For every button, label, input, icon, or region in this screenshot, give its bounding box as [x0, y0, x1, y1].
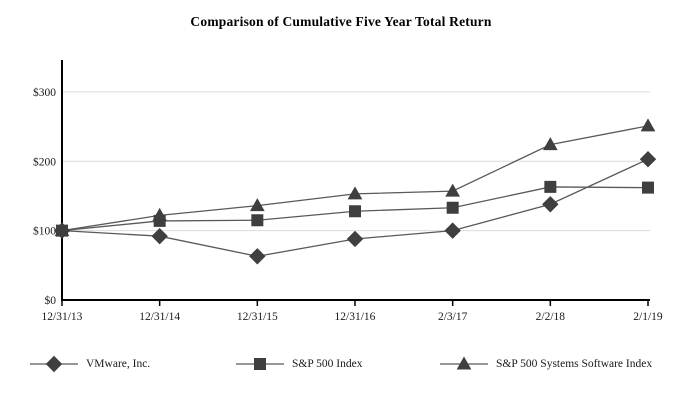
svg-text:2/1/19: 2/1/19	[633, 311, 663, 323]
svg-text:12/31/15: 12/31/15	[237, 311, 278, 323]
svg-text:2/2/18: 2/2/18	[536, 311, 566, 323]
svg-text:$300: $300	[33, 86, 56, 99]
legend-label: VMware, Inc.	[86, 358, 151, 370]
chart-legend: VMware, Inc. S&P 500 Index S&P 500 Syste…	[0, 352, 682, 376]
svg-text:$200: $200	[33, 155, 56, 168]
legend-item-sp500-systems-software: S&P 500 Systems Software Index	[440, 352, 652, 376]
square-marker-icon	[236, 358, 284, 370]
legend-item-vmware: VMware, Inc.	[30, 352, 150, 376]
triangle-marker-icon	[440, 356, 488, 370]
legend-item-sp500: S&P 500 Index	[236, 352, 363, 376]
svg-text:12/31/16: 12/31/16	[335, 311, 376, 323]
plot-area: $0 $100 $200 $300 12/31/13 12/31/14 12/31/15 12…	[33, 60, 663, 323]
legend-label: S&P 500 Systems Software Index	[496, 358, 653, 370]
chart-title: Comparison of Cumulative Five Year Total…	[190, 14, 492, 29]
svg-text:12/31/14: 12/31/14	[139, 311, 180, 323]
svg-text:12/31/13: 12/31/13	[42, 311, 83, 323]
svg-text:$0: $0	[45, 294, 57, 307]
legend-label: S&P 500 Index	[292, 358, 363, 370]
svg-text:$100: $100	[33, 225, 56, 238]
diamond-marker-icon	[30, 355, 78, 373]
svg-text:2/3/17: 2/3/17	[438, 311, 468, 323]
